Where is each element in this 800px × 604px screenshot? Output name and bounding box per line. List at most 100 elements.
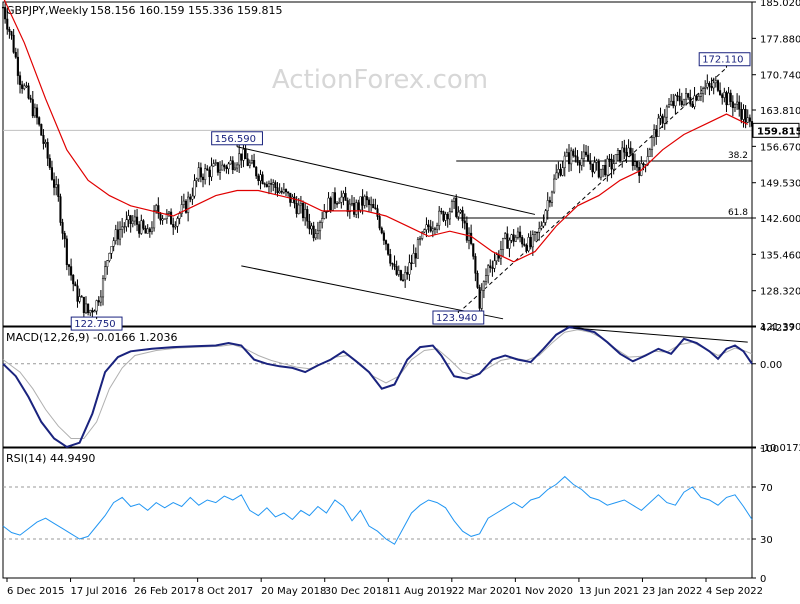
candle-body [282,189,285,193]
candle-body [533,231,537,235]
candle-body [397,270,400,275]
candle-body [263,183,266,185]
candle-body [23,85,26,89]
candle-body [380,227,383,234]
candle-body [744,108,747,123]
candle-body [299,203,302,206]
candle-body [238,153,241,166]
candle-body [365,196,368,201]
price-tick-label: 177.880 [760,34,800,45]
candle-body [344,193,347,201]
candle-body [210,165,213,178]
candle-body [565,152,568,157]
candle-body [361,196,364,206]
rsi-line [2,475,753,545]
candle-body [508,239,511,249]
candle-body [280,190,283,193]
candle-body [8,29,11,32]
candle-body [76,285,79,302]
candle-body [614,154,617,164]
candle-body [44,142,47,144]
candle-body [661,115,664,124]
candle-body [395,266,398,275]
price-tick-label: 121.390 [760,322,800,333]
candle-body [138,224,141,234]
candle-body [78,296,81,302]
candle-body [446,213,449,220]
candle-body [433,228,437,230]
candle-body [616,150,619,155]
current-price-box [752,122,800,138]
candle-body [65,238,68,265]
candle-body [531,234,534,248]
candle-body [136,216,139,225]
candle-body [450,201,454,212]
candle-body [738,101,741,110]
candle-body [59,196,62,223]
candle-body [99,296,102,303]
candle-body [114,229,117,241]
candle-body [4,7,7,20]
candle-body [123,226,126,228]
candle-body [702,88,705,95]
rsi-label: RSI(14) 44.9490 [6,452,95,465]
x-tick-label: 26 Feb 2017 [134,586,196,597]
candle-body [495,254,498,262]
candle-body [121,226,124,230]
candle-body [480,289,483,309]
x-tick-label: 4 Sep 2022 [706,586,763,597]
candle-body [67,264,71,267]
candle-body [604,164,607,176]
candle-body [229,160,232,165]
candle-body [750,121,754,127]
candle-body [157,205,160,214]
candle-body [265,184,268,187]
candle-body [91,310,94,313]
candle-body [170,211,173,225]
candle-body [353,202,356,215]
candle-body [425,224,428,230]
candle-body [491,267,494,269]
candle-body [31,99,34,117]
candle-body [42,135,45,144]
x-tick-label: 20 May 2018 [261,586,326,597]
candle-body [127,215,130,221]
candle-body [474,256,477,274]
candle-body [272,182,275,185]
candle-body [442,211,445,221]
candle-body [267,183,271,187]
candle-body [729,92,732,102]
candle-body [621,147,624,162]
candle-body [61,222,64,234]
candle-body [72,274,75,285]
candle-body [540,225,543,229]
candle-body [342,193,345,198]
candle-body [38,117,41,125]
candle-body [493,260,496,269]
candle-body [97,300,100,303]
candle-body [523,243,526,246]
rsi-tick-label: 100 [760,444,779,455]
candle-body [227,163,230,170]
fib-level-label: 38.2 [728,151,748,161]
candle-body [214,162,217,164]
candle-body [240,153,243,161]
candle-body [18,75,22,85]
candle-body [725,92,728,106]
candle-body [597,160,600,178]
candle-body [129,215,132,224]
candle-body [563,155,566,168]
candle-body [206,168,209,171]
candle-body [631,153,634,166]
candle-body [499,249,502,259]
candle-body [178,213,181,219]
candle-body [444,213,447,221]
candle-body [125,219,128,227]
candle-body [484,275,488,282]
candle-body [678,96,681,102]
candle-body [667,104,671,108]
candle-body [606,158,609,176]
candle-body [538,228,541,233]
